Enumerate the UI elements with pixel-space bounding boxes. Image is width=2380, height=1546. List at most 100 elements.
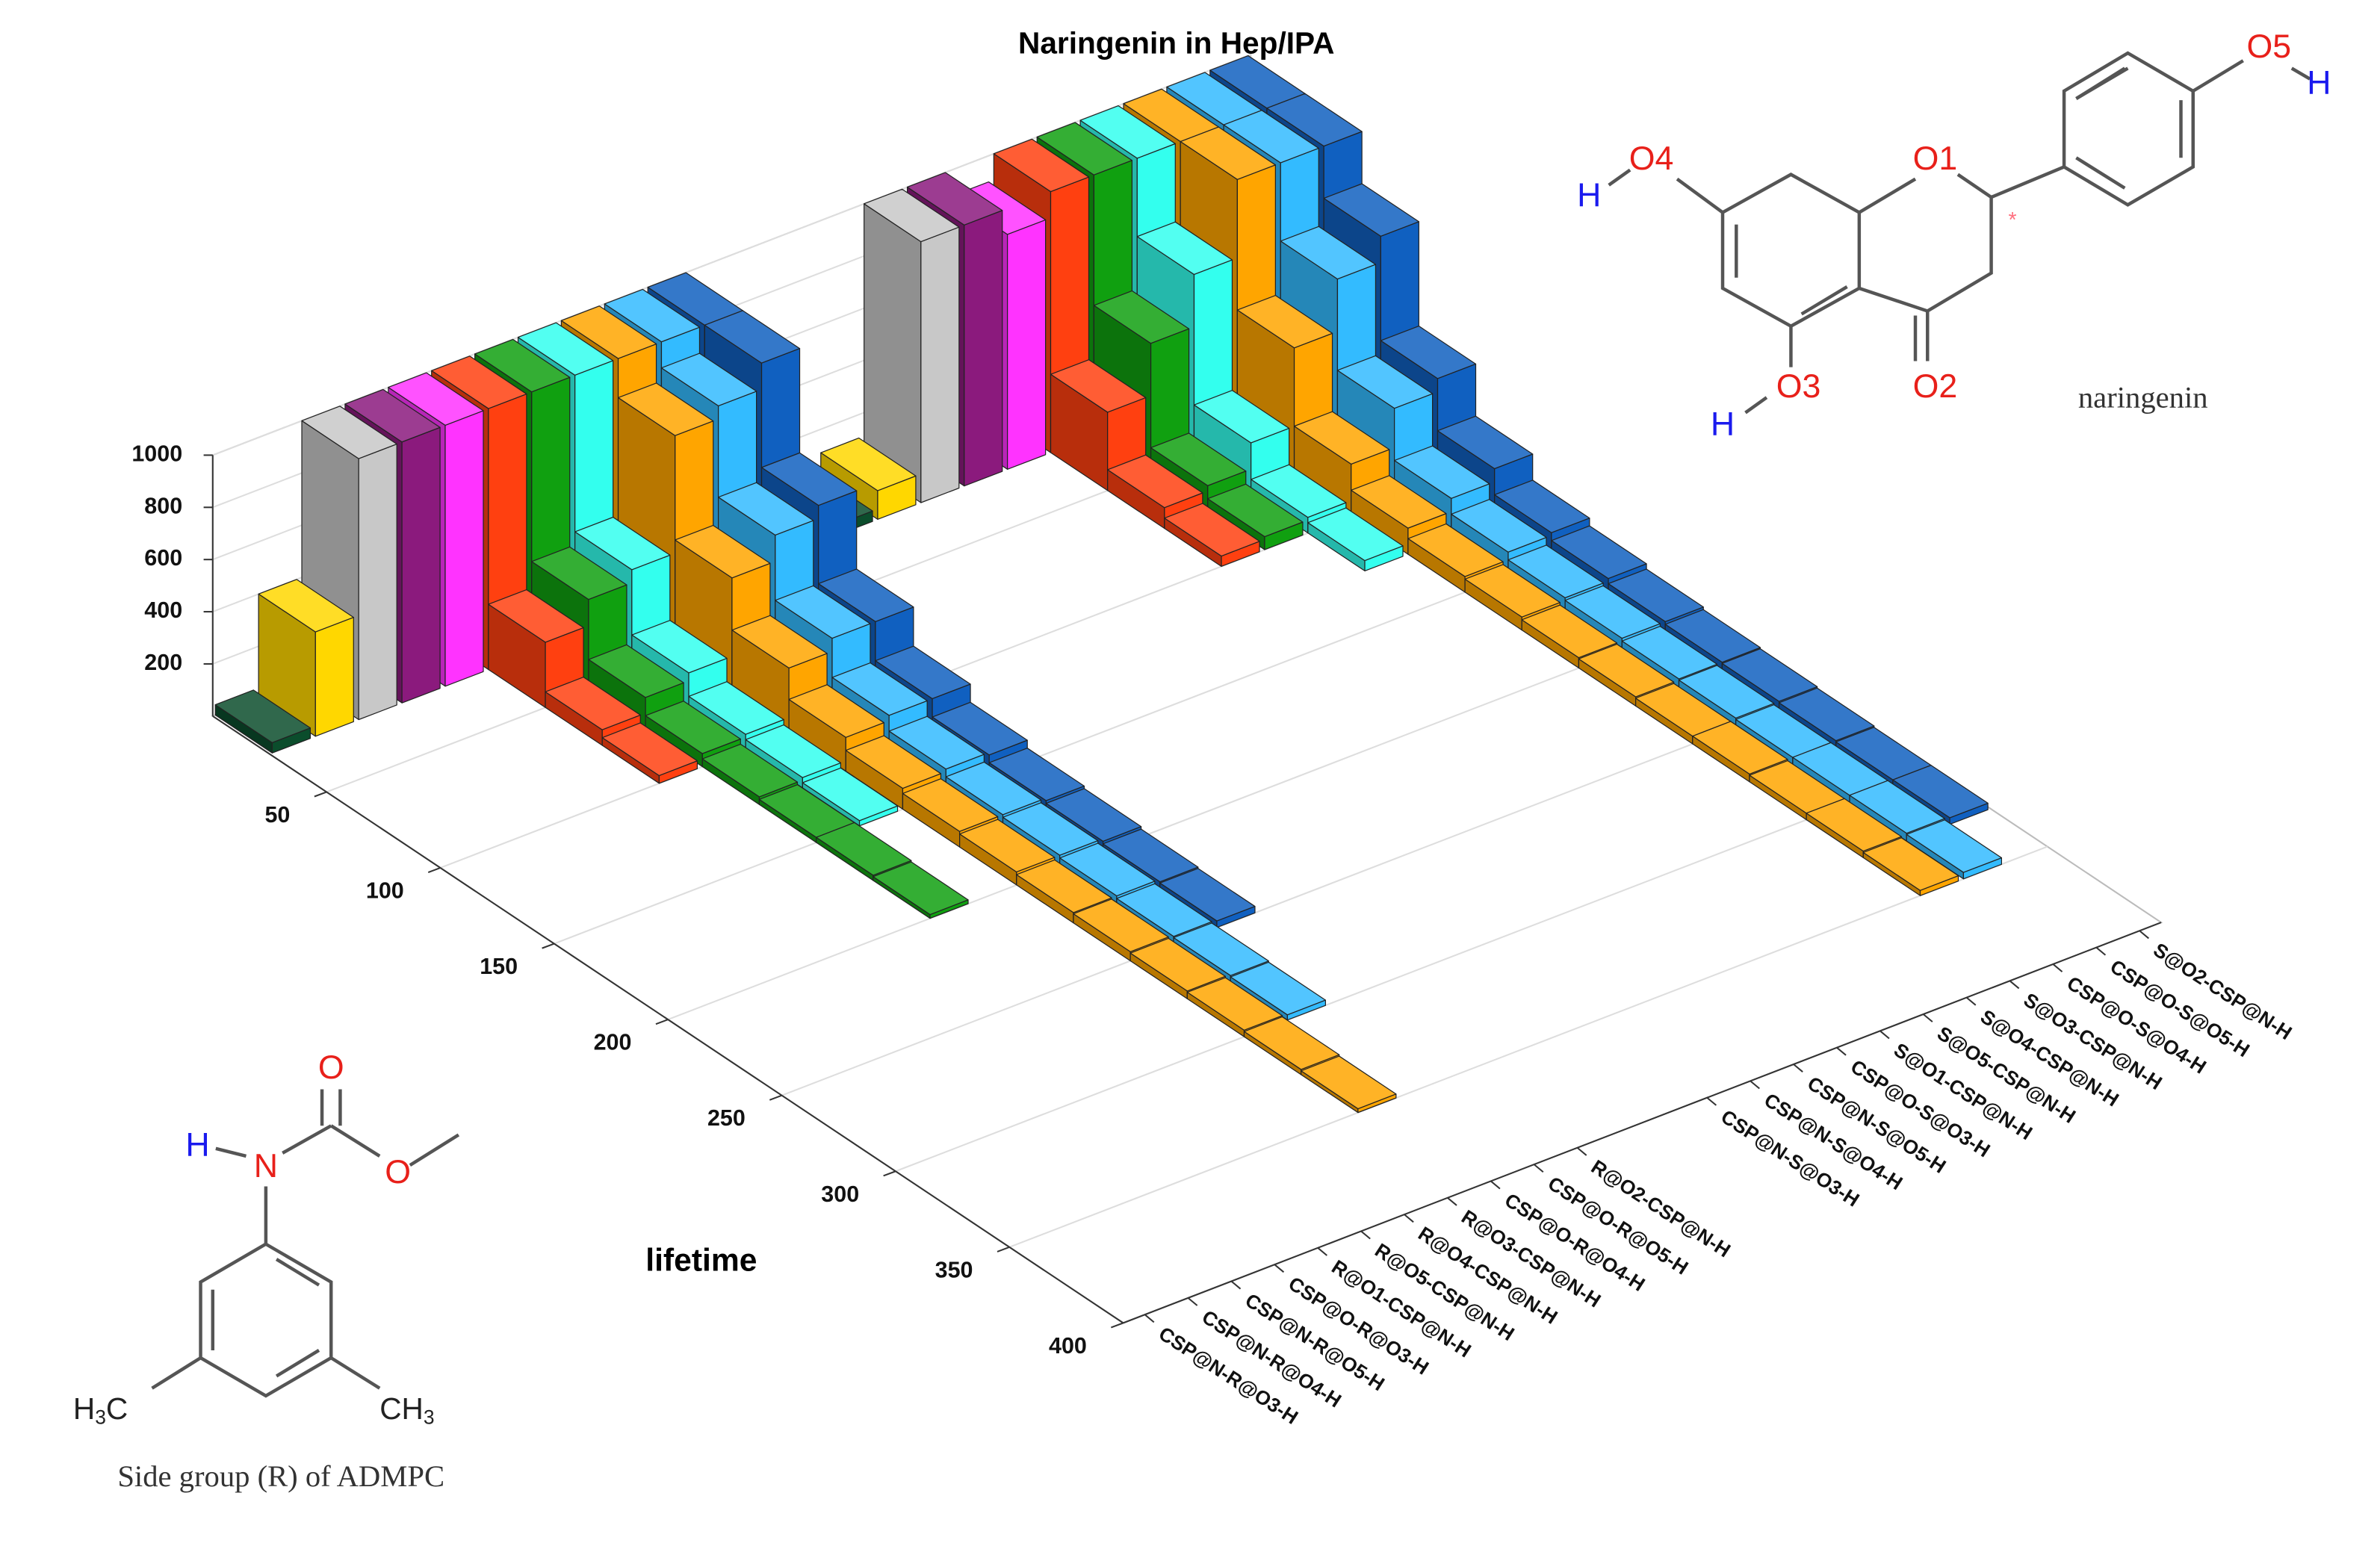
category-tick bbox=[1879, 1030, 1890, 1040]
bar-top bbox=[1251, 464, 1347, 518]
bar-top bbox=[1136, 221, 1233, 276]
bar-top bbox=[1664, 609, 1761, 663]
bar-top bbox=[1050, 359, 1147, 413]
naringenin-structure: O1 O2 O3 O4 O5 H H H * naringenin bbox=[1577, 28, 2331, 443]
bar-top bbox=[431, 356, 527, 409]
bar-top bbox=[1394, 445, 1490, 499]
bond bbox=[1859, 173, 1993, 313]
bar-top bbox=[788, 684, 884, 738]
bar-top bbox=[1280, 226, 1377, 280]
bar-top bbox=[820, 437, 917, 491]
category-tick bbox=[1144, 1314, 1155, 1323]
atom-label: N bbox=[254, 1148, 278, 1185]
bar-top bbox=[845, 735, 942, 789]
bar-top bbox=[1862, 837, 1959, 891]
bond bbox=[1990, 165, 2065, 199]
bar-top bbox=[1578, 643, 1675, 698]
bar-top bbox=[1380, 325, 1477, 379]
bar-top bbox=[1164, 503, 1260, 557]
z-tick-label: 1000 bbox=[131, 441, 182, 466]
bar-top bbox=[1045, 788, 1142, 842]
bond bbox=[2290, 66, 2311, 81]
bar-top bbox=[1451, 499, 1547, 553]
bar-top bbox=[1494, 479, 1590, 533]
atom-label: H bbox=[402, 1391, 424, 1426]
bond bbox=[1800, 285, 1848, 316]
methyl-label: CH3 bbox=[379, 1391, 434, 1428]
x-tick bbox=[655, 1019, 669, 1025]
z-tick-label: 600 bbox=[144, 545, 182, 571]
bar bbox=[1301, 1055, 1397, 1114]
category-tick bbox=[1836, 1046, 1847, 1056]
bond bbox=[215, 1089, 460, 1244]
bond bbox=[199, 1242, 333, 1398]
bar-front bbox=[401, 426, 441, 704]
bar-top bbox=[1293, 411, 1390, 465]
bar-top bbox=[1266, 93, 1363, 147]
bar-top bbox=[631, 620, 728, 674]
bar bbox=[802, 767, 899, 827]
category-tick bbox=[1923, 1013, 1933, 1022]
atom-label: O bbox=[385, 1154, 411, 1190]
bar-top bbox=[1193, 390, 1290, 444]
bar bbox=[214, 689, 312, 754]
bar bbox=[601, 722, 698, 784]
category-tick bbox=[2009, 980, 2020, 990]
bar-front bbox=[358, 443, 397, 721]
atom-label: H bbox=[1577, 177, 1601, 214]
chart-title: Naringenin in Hep/IPA bbox=[1018, 26, 1334, 60]
bond bbox=[151, 1258, 381, 1390]
bar-top bbox=[888, 715, 985, 770]
category-tick bbox=[2052, 963, 2063, 972]
bar-top bbox=[675, 524, 771, 579]
bar-top bbox=[1407, 523, 1504, 577]
grid-line bbox=[554, 542, 1593, 945]
x-axis bbox=[212, 715, 1124, 1324]
bar bbox=[1351, 475, 1447, 555]
grid-line bbox=[781, 694, 1820, 1096]
bars bbox=[214, 55, 2003, 1114]
bar-top bbox=[1002, 802, 1099, 856]
bar-top bbox=[993, 138, 1090, 193]
bar-top bbox=[1207, 483, 1304, 538]
bar bbox=[1862, 837, 1959, 896]
grid-line bbox=[1008, 845, 2048, 1248]
x-tick bbox=[542, 943, 555, 949]
grid-line bbox=[440, 466, 1479, 869]
bar-front bbox=[920, 226, 960, 503]
x-axis-label: lifetime bbox=[645, 1242, 757, 1278]
atom-label: H bbox=[1711, 406, 1735, 443]
bar-top bbox=[745, 724, 841, 778]
bar-top bbox=[1107, 454, 1203, 509]
bar-top bbox=[1778, 687, 1875, 742]
bar-top bbox=[945, 761, 1042, 816]
grid-line bbox=[212, 54, 1251, 456]
bar-top bbox=[574, 516, 671, 571]
bar-top bbox=[1351, 475, 1447, 529]
atom-label: H bbox=[185, 1127, 209, 1164]
bar-top bbox=[1336, 355, 1434, 409]
atom-label: O1 bbox=[1913, 140, 1958, 177]
bar-top bbox=[718, 482, 814, 536]
x-tick bbox=[1111, 1322, 1124, 1329]
bar-top bbox=[1129, 937, 1226, 992]
bar-top bbox=[906, 172, 1003, 226]
z-tick-label: 200 bbox=[144, 650, 182, 675]
category-tick bbox=[1750, 1080, 1760, 1090]
bar-top bbox=[1721, 648, 1818, 702]
category-tick bbox=[1965, 996, 1977, 1006]
bond bbox=[2062, 51, 2195, 207]
x-tick-label: 300 bbox=[821, 1182, 859, 1207]
bar-top bbox=[1906, 819, 2003, 873]
bar-top bbox=[688, 681, 784, 735]
bar bbox=[864, 188, 960, 503]
bar-top bbox=[1243, 1016, 1340, 1070]
bar-top bbox=[1564, 585, 1661, 639]
x-tick bbox=[883, 1170, 896, 1177]
bar-top bbox=[1016, 859, 1112, 913]
bar bbox=[1906, 819, 2003, 880]
bar-top bbox=[1307, 507, 1404, 562]
category-tick bbox=[1230, 1280, 1242, 1290]
atom-label: C bbox=[106, 1391, 128, 1426]
bar-top bbox=[1806, 798, 1902, 852]
